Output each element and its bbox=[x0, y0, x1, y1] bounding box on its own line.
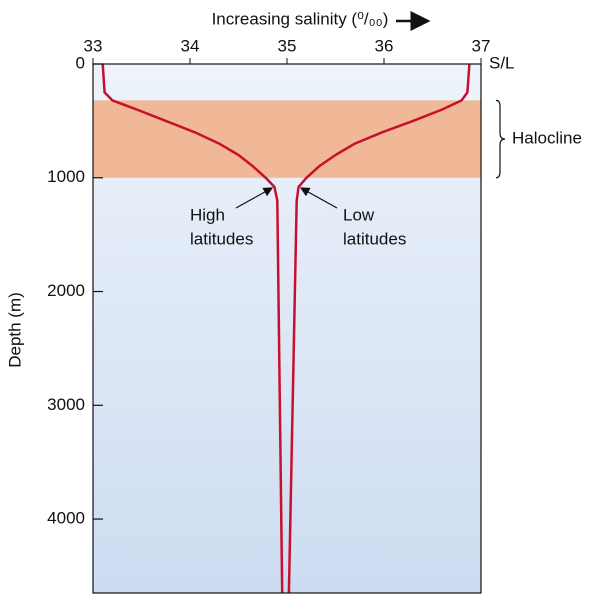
y-tick-label: 4000 bbox=[47, 509, 85, 528]
x-tick-label: 35 bbox=[278, 36, 297, 55]
annotation-line: Low bbox=[343, 205, 375, 224]
annotation-line: latitudes bbox=[343, 229, 406, 248]
annotation-arrow bbox=[299, 187, 338, 209]
x-tick-label: 36 bbox=[375, 36, 394, 55]
y-axis-label: Depth (m) bbox=[5, 292, 24, 368]
annotation-line: latitudes bbox=[190, 229, 253, 248]
annotation-line: High bbox=[190, 205, 225, 224]
salinity-line bbox=[101, 63, 284, 594]
x-tick-label: 37 bbox=[472, 36, 491, 55]
x-axis-label: Increasing salinity (⁰/₀₀) bbox=[212, 9, 389, 28]
sea-level-label: S/L bbox=[489, 53, 515, 72]
y-tick-label: 1000 bbox=[47, 167, 85, 186]
halocline-brace bbox=[495, 99, 506, 179]
annotation-arrow bbox=[235, 187, 274, 209]
y-tick-label: 3000 bbox=[47, 395, 85, 414]
x-tick-label: 34 bbox=[181, 36, 200, 55]
halocline-band bbox=[93, 100, 481, 178]
y-tick-label: 2000 bbox=[47, 281, 85, 300]
halocline-label: Halocline bbox=[512, 129, 582, 148]
salinity-line bbox=[287, 63, 471, 594]
x-tick-label: 33 bbox=[84, 36, 103, 55]
y-tick-label: 0 bbox=[76, 53, 85, 72]
